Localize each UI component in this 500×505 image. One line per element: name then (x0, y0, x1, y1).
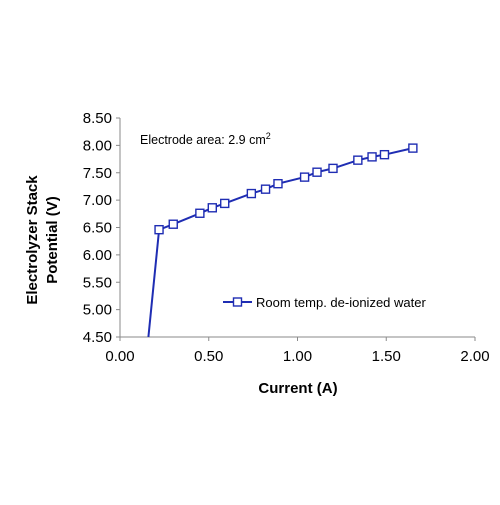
x-tick-label: 0.50 (194, 348, 223, 365)
legend: Room temp. de-ionized water (223, 295, 426, 310)
y-axis-title: Electrolyzer Stack Potential (V) (24, 175, 61, 305)
y-tick-label: 6.00 (83, 247, 112, 264)
data-point-marker (312, 167, 322, 177)
y-tick-label: 7.50 (83, 165, 112, 182)
data-point-marker (367, 152, 377, 162)
data-point-marker (220, 198, 230, 209)
data-point-marker (408, 143, 418, 153)
data-point-marker (168, 219, 178, 229)
data-point-marker (273, 178, 283, 189)
data-point-marker (379, 149, 390, 160)
data-point-marker (328, 163, 338, 174)
data-point-marker (299, 172, 310, 182)
y-tick-label: 8.00 (83, 137, 112, 154)
x-tick-label: 0.00 (105, 348, 134, 365)
x-tick-label: 1.50 (372, 348, 401, 365)
data-point-marker (195, 208, 205, 218)
data-point-marker (353, 155, 363, 165)
y-axis-title-line1: Electrolyzer Stack (24, 175, 41, 305)
electrode-area-annotation: Electrode area: 2.9 cm2 (140, 131, 271, 147)
data-point-marker (260, 184, 271, 194)
y-axis-title-line2: Potential (V) (44, 196, 61, 284)
x-axis-title: Current (A) (258, 380, 337, 397)
annotation-text: Electrode area: 2.9 cm (140, 133, 266, 147)
x-tick-label: 2.00 (460, 348, 489, 365)
y-tick-label: 8.50 (83, 110, 112, 127)
y-tick-label: 5.00 (83, 302, 112, 319)
tick-labels: 4.50 5.00 5.50 6.00 6.50 7.00 7.50 8.00 8.50 0.00… (83, 110, 490, 365)
y-tick-label: 7.00 (83, 192, 112, 209)
data-point-marker (246, 188, 257, 199)
legend-label: Room temp. de-ionized water (256, 295, 426, 310)
legend-square-marker (232, 297, 243, 307)
annotation-superscript: 2 (266, 131, 271, 141)
x-tick-label: 1.00 (283, 348, 312, 365)
y-tick-label: 6.50 (83, 220, 112, 237)
series-line (147, 147, 414, 338)
data-point-marker (154, 224, 164, 235)
series-layer (147, 143, 418, 338)
axes (116, 117, 476, 341)
y-tick-label: 4.50 (83, 329, 112, 346)
data-point-marker (207, 203, 218, 213)
y-tick-label: 5.50 (83, 274, 112, 291)
